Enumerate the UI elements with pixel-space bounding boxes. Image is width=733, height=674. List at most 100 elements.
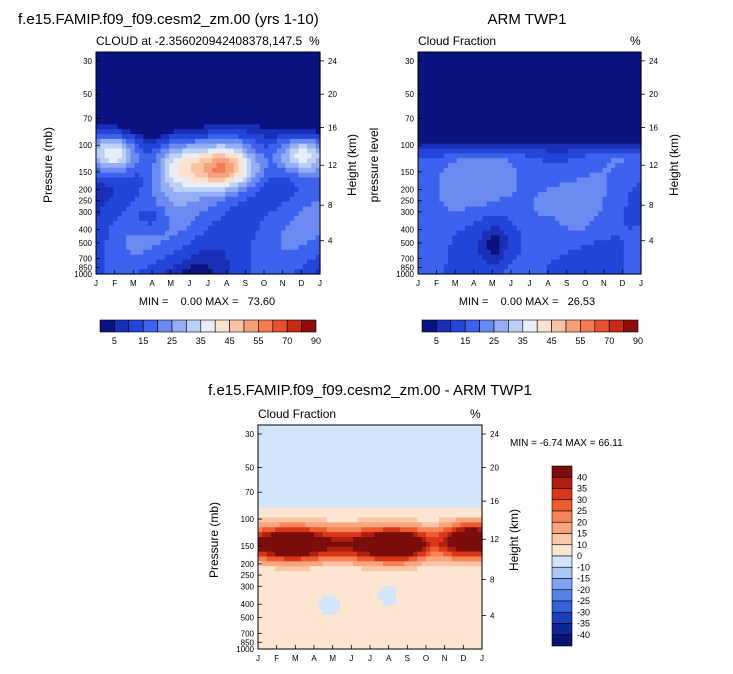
y2-tick-label: 12 xyxy=(490,535,499,544)
y-tick-label: 850 xyxy=(241,638,255,647)
colorbar-swatch xyxy=(551,578,573,591)
y-tick-label: 30 xyxy=(83,57,92,66)
x-tick-label: J xyxy=(416,279,420,288)
colorbar-swatch xyxy=(464,319,480,333)
y-tick-label: 70 xyxy=(83,115,92,124)
colorbar-label: 5 xyxy=(112,336,117,346)
x-tick-label: M xyxy=(329,654,336,663)
colorbar-label: 0 xyxy=(577,551,582,561)
x-tick-label: M xyxy=(489,279,496,288)
colorbar-label: 55 xyxy=(575,336,585,346)
y-tick-label: 100 xyxy=(241,515,255,524)
x-tick-label: S xyxy=(564,279,569,288)
y2-tick-label: 4 xyxy=(328,237,333,246)
x-tick-label: A xyxy=(224,279,230,288)
colorbar-swatch xyxy=(580,319,596,333)
colorbar-swatch xyxy=(551,589,573,602)
y-tick-label: 850 xyxy=(401,263,415,272)
x-tick-label: J xyxy=(528,279,532,288)
x-tick-label: O xyxy=(423,654,429,663)
colorbar-swatch xyxy=(623,319,639,333)
y2-tick-label: 24 xyxy=(490,430,499,439)
y-tick-label: 100 xyxy=(401,141,415,150)
x-tick-label: S xyxy=(405,654,410,663)
y-tick-label: 250 xyxy=(241,571,255,580)
y-tick-label: 200 xyxy=(79,186,93,195)
y2-tick-label: 4 xyxy=(649,237,654,246)
y-tick-label: 70 xyxy=(405,115,414,124)
colorbar-swatch xyxy=(551,476,573,489)
y-tick-label: 150 xyxy=(79,168,93,177)
colorbar-swatch xyxy=(171,319,187,333)
panel-diff-ylabel: Pressure (mb) xyxy=(207,502,221,578)
y-tick-label: 1000 xyxy=(236,645,254,654)
panel-obs-y2label: Height (km) xyxy=(667,134,681,196)
x-tick-label: J xyxy=(256,654,260,663)
y2-tick-label: 8 xyxy=(649,201,654,210)
y-tick-label: 150 xyxy=(401,168,415,177)
colorbar-swatch xyxy=(551,634,573,647)
y-tick-label: 500 xyxy=(401,239,415,248)
y-tick-label: 100 xyxy=(79,141,93,150)
y2-tick-label: 12 xyxy=(649,161,658,170)
colorbar-swatch xyxy=(536,319,552,333)
panel-obs-left-label: Cloud Fraction xyxy=(418,34,496,48)
panel-model-title: f.e15.FAMIP.f09_f09.cesm2_zm.00 (yrs 1-1… xyxy=(18,11,319,28)
colorbar-swatch xyxy=(551,499,573,512)
colorbar-label: 15 xyxy=(138,336,148,346)
x-tick-label: J xyxy=(187,279,191,288)
y-tick-label: 1000 xyxy=(396,270,414,279)
colorbar-label: 45 xyxy=(225,336,235,346)
x-tick-label: D xyxy=(460,654,466,663)
colorbar-swatch xyxy=(608,319,624,333)
colorbar-swatch xyxy=(421,319,437,333)
panel-obs-ylabel: pressure level xyxy=(367,128,381,203)
colorbar-swatch xyxy=(551,600,573,613)
colorbar-label: 35 xyxy=(577,484,587,494)
colorbar-swatch xyxy=(214,319,230,333)
colorbar-swatch xyxy=(551,555,573,568)
colorbar-swatch xyxy=(186,319,202,333)
y-tick-label: 700 xyxy=(241,629,255,638)
x-tick-label: S xyxy=(243,279,248,288)
y-tick-label: 400 xyxy=(241,600,255,609)
colorbar-label: -25 xyxy=(577,596,590,606)
colorbar-swatch xyxy=(114,319,130,333)
x-tick-label: D xyxy=(620,279,626,288)
colorbar-swatch xyxy=(229,319,245,333)
y-tick-label: 700 xyxy=(79,254,93,263)
colorbar-label: 10 xyxy=(577,540,587,550)
x-tick-label: J xyxy=(94,279,98,288)
x-tick-label: J xyxy=(206,279,210,288)
x-tick-label: M xyxy=(167,279,174,288)
panel-model-right-label: % xyxy=(309,34,320,48)
panel-model-y2label: Height (km) xyxy=(345,134,359,196)
y2-tick-label: 16 xyxy=(649,123,658,132)
y-tick-label: 50 xyxy=(245,464,254,473)
x-tick-label: J xyxy=(318,279,322,288)
x-tick-label: J xyxy=(368,654,372,663)
panel-obs-stats: MIN = 0.00 MAX = 26.53 xyxy=(459,296,595,308)
x-tick-label: D xyxy=(298,279,304,288)
colorbar-swatch xyxy=(551,510,573,523)
y-tick-label: 850 xyxy=(79,263,93,272)
panel-diff-title: f.e15.FAMIP.f09_f09.cesm2_zm.00 - ARM TW… xyxy=(208,382,532,399)
y-tick-label: 300 xyxy=(79,208,93,217)
colorbar-swatch xyxy=(99,319,115,333)
panel-model: f.e15.FAMIP.f09_f09.cesm2_zm.00 (yrs 1-1… xyxy=(18,11,359,308)
y-tick-label: 300 xyxy=(241,582,255,591)
colorbar-swatch xyxy=(551,319,567,333)
colorbar-label: 70 xyxy=(604,336,614,346)
panel-diff-stats: MIN = -6.74 MAX = 66.11 xyxy=(510,438,623,449)
y-tick-label: 50 xyxy=(405,90,414,99)
panel-diff: f.e15.FAMIP.f09_f09.cesm2_zm.00 - ARM TW… xyxy=(207,382,623,663)
panel-model-left-label: CLOUD at -2.356020942408378,147.5 xyxy=(96,34,302,48)
colorbar-swatch xyxy=(551,623,573,636)
y-tick-label: 300 xyxy=(401,208,415,217)
colorbar-swatch xyxy=(286,319,302,333)
x-tick-label: O xyxy=(582,279,588,288)
colorbar-label: -15 xyxy=(577,574,590,584)
x-tick-label: A xyxy=(311,654,317,663)
